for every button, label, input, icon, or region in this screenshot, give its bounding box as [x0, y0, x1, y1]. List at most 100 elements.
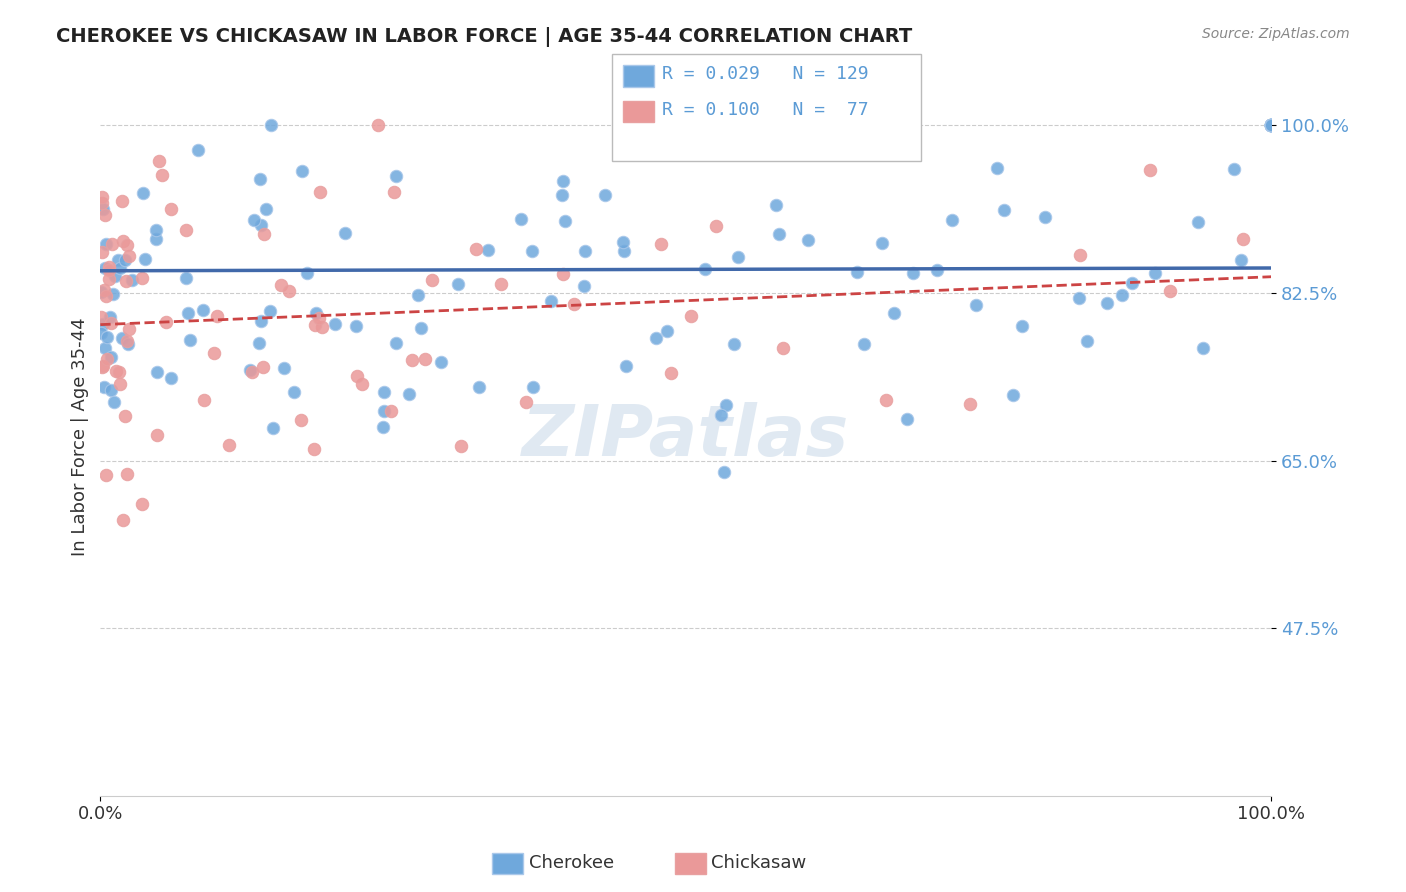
- Point: [411, 321, 433, 335]
- Point: [845, 265, 868, 279]
- Point: [323, 318, 346, 332]
- Point: [253, 227, 276, 242]
- Point: [723, 336, 745, 351]
- Point: [901, 266, 924, 280]
- Point: [270, 278, 292, 293]
- Point: [176, 306, 198, 320]
- Point: [1159, 284, 1181, 298]
- Point: [1143, 266, 1166, 280]
- Point: [297, 266, 319, 280]
- Point: [100, 316, 122, 330]
- Point: [1033, 211, 1056, 225]
- Point: [283, 384, 305, 399]
- Point: [114, 409, 136, 424]
- Point: [593, 187, 616, 202]
- Point: [148, 154, 170, 169]
- Point: [614, 359, 637, 373]
- Point: [959, 397, 981, 411]
- Point: [114, 274, 136, 288]
- Point: [1011, 319, 1033, 334]
- Point: [176, 223, 198, 237]
- Point: [247, 335, 270, 350]
- Point: [187, 143, 209, 157]
- Point: [644, 331, 666, 345]
- Point: [384, 336, 406, 351]
- Point: [398, 387, 420, 401]
- Point: [371, 420, 394, 434]
- Point: [112, 234, 135, 248]
- Point: [94, 236, 117, 251]
- Point: [191, 303, 214, 318]
- Point: [115, 238, 138, 252]
- Point: [1260, 119, 1282, 133]
- Point: [1139, 163, 1161, 178]
- Point: [91, 189, 114, 203]
- Point: [522, 380, 544, 394]
- Point: [114, 253, 136, 268]
- Point: [91, 359, 114, 373]
- Text: CHEROKEE VS CHICKASAW IN LABOR FORCE | AGE 35-44 CORRELATION CHART: CHEROKEE VS CHICKASAW IN LABOR FORCE | A…: [56, 27, 912, 46]
- Point: [941, 213, 963, 227]
- Point: [704, 219, 727, 233]
- Point: [117, 337, 139, 351]
- Point: [91, 202, 114, 216]
- Point: [613, 244, 636, 258]
- Point: [1260, 119, 1282, 133]
- Point: [1260, 119, 1282, 133]
- Point: [515, 394, 537, 409]
- Point: [98, 260, 121, 274]
- Point: [420, 273, 443, 287]
- Point: [193, 392, 215, 407]
- Point: [713, 465, 735, 479]
- Point: [242, 365, 264, 379]
- Point: [852, 337, 875, 351]
- Point: [94, 289, 117, 303]
- Point: [100, 383, 122, 397]
- Point: [111, 330, 134, 344]
- Point: [100, 350, 122, 364]
- Point: [796, 234, 818, 248]
- Point: [1223, 161, 1246, 176]
- Point: [401, 353, 423, 368]
- Text: R = 0.029   N = 129: R = 0.029 N = 129: [662, 65, 869, 83]
- Point: [218, 438, 240, 452]
- Text: R = 0.100   N =  77: R = 0.100 N = 77: [662, 101, 869, 119]
- Point: [373, 404, 395, 418]
- Point: [304, 306, 326, 320]
- Point: [1002, 388, 1025, 402]
- Point: [131, 271, 153, 285]
- Point: [108, 365, 131, 379]
- Point: [540, 293, 562, 308]
- Point: [93, 380, 115, 394]
- Point: [1121, 276, 1143, 290]
- Point: [134, 252, 156, 267]
- Point: [277, 284, 299, 298]
- Point: [308, 310, 330, 325]
- Point: [1260, 119, 1282, 133]
- Point: [727, 250, 749, 264]
- Y-axis label: In Labor Force | Age 35-44: In Labor Force | Age 35-44: [72, 318, 89, 556]
- Point: [1260, 119, 1282, 133]
- Point: [1260, 119, 1282, 133]
- Text: ZIPatlas: ZIPatlas: [522, 402, 849, 471]
- Point: [1260, 119, 1282, 133]
- Point: [1260, 119, 1282, 133]
- Point: [290, 413, 312, 427]
- Point: [510, 212, 533, 227]
- Point: [103, 394, 125, 409]
- Point: [1067, 291, 1090, 305]
- Point: [551, 188, 574, 202]
- Point: [91, 317, 114, 331]
- Text: Chickasaw: Chickasaw: [711, 854, 807, 871]
- Point: [155, 315, 177, 329]
- Point: [520, 244, 543, 259]
- Point: [259, 304, 281, 318]
- Point: [489, 277, 512, 291]
- Point: [657, 324, 679, 338]
- Point: [243, 213, 266, 227]
- Point: [91, 195, 114, 210]
- Point: [382, 185, 405, 199]
- Point: [107, 253, 129, 268]
- Point: [367, 119, 389, 133]
- Point: [1095, 296, 1118, 310]
